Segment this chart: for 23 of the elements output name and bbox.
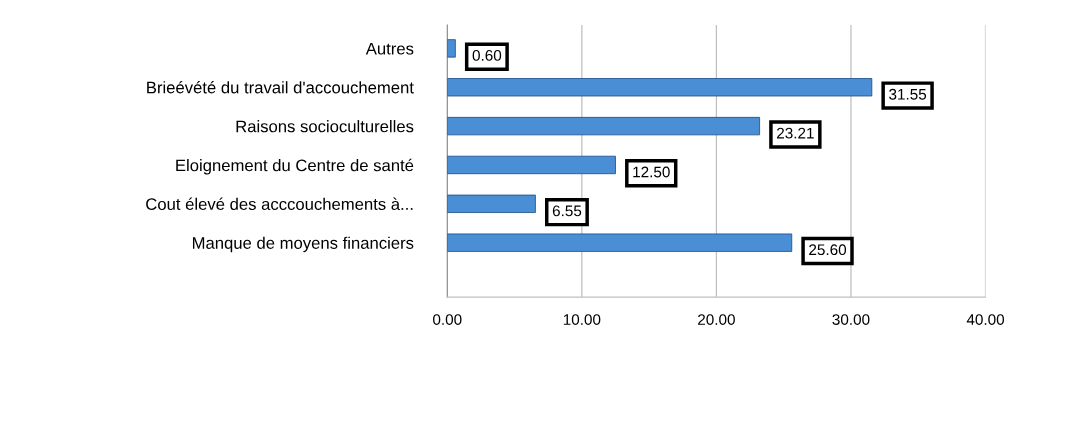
data-label: 12.50 <box>633 166 670 178</box>
y-tick-label: Autres <box>365 42 414 55</box>
bar <box>447 116 761 136</box>
y-tick-label: Eloignement du Centre de santé <box>176 158 414 175</box>
bar <box>447 155 616 175</box>
data-label: 25.60 <box>809 244 847 256</box>
bar <box>447 233 793 252</box>
data-label: 6.55 <box>552 205 582 217</box>
data-label: 0.60 <box>472 50 502 61</box>
y-tick-label: Cout élevé des acccouchements à... <box>146 197 413 211</box>
bar <box>447 194 536 213</box>
bar <box>447 78 873 97</box>
x-tick-label: 20.00 <box>698 314 735 325</box>
x-tick-label: 40.00 <box>966 314 1005 325</box>
x-tick-label: 10.00 <box>563 314 601 325</box>
y-tick-label: Raisons socioculturelles <box>236 120 414 133</box>
x-tick-label: 30.00 <box>832 314 870 325</box>
y-tick-label: Manque de moyens financiers <box>192 236 414 253</box>
data-label: 31.55 <box>889 88 927 100</box>
x-tick-label: 0.00 <box>433 314 462 325</box>
y-tick-label: Brieévété du travail d'accouchement <box>147 81 414 94</box>
bar <box>447 39 456 58</box>
data-label: 23.21 <box>777 127 814 139</box>
